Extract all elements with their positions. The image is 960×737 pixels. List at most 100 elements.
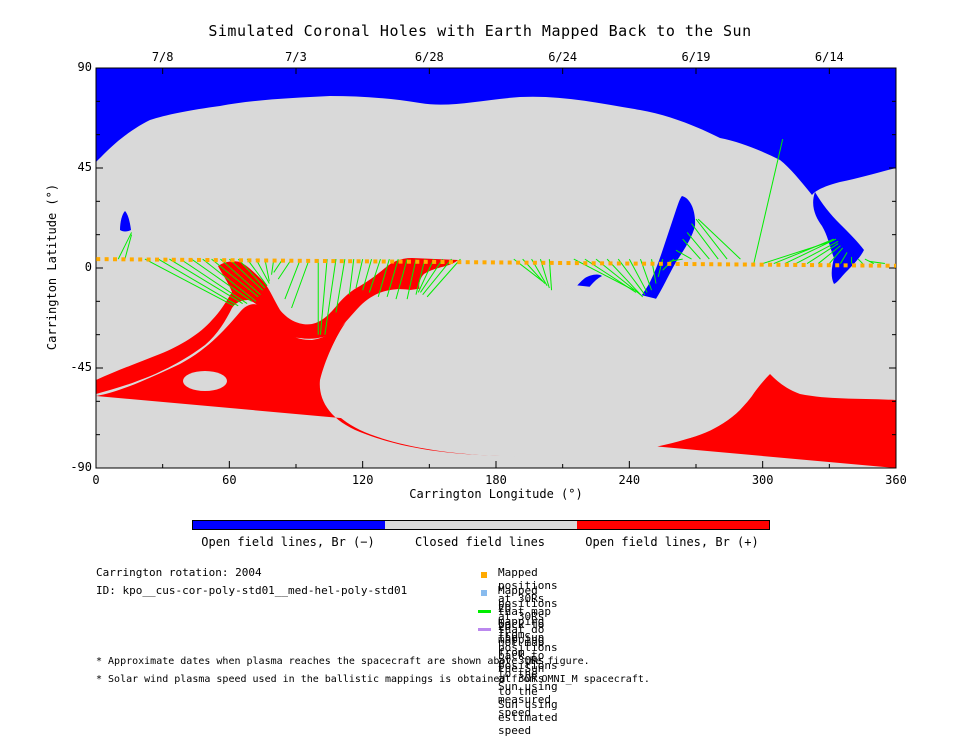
legend-item-measured: 2D mapping from positions at 30Rs to the… <box>478 602 558 719</box>
mapping-line <box>697 218 741 260</box>
mapping-line <box>319 259 328 335</box>
legend-label: 2D mapping from positions at 30Rs to the… <box>498 602 558 719</box>
mapped-point <box>675 261 680 266</box>
mapping-line <box>237 258 266 289</box>
equatorial-negative-coronal-hole <box>638 196 696 310</box>
mapped-point <box>230 258 235 263</box>
mapping-line <box>191 258 252 302</box>
x-tick-label: 0 <box>92 473 100 487</box>
mapping-line <box>348 259 355 295</box>
mapped-point <box>524 260 529 265</box>
mapping-line <box>415 258 426 295</box>
mapping-line <box>628 258 648 293</box>
mapping-line <box>606 258 644 298</box>
mapped-point <box>852 263 857 268</box>
note-dates: * Approximate dates when plasma reaches … <box>96 656 590 667</box>
mapping-line <box>773 238 834 265</box>
mapped-point <box>146 257 151 262</box>
mapped-point <box>818 263 823 268</box>
mapped-point <box>717 262 722 267</box>
mapping-line <box>675 249 692 260</box>
colorbar-positive <box>577 521 769 529</box>
mapped-point <box>171 257 176 262</box>
mapped-point <box>625 261 630 266</box>
mapped-point <box>121 257 126 262</box>
x-tick-label: 120 <box>351 473 374 487</box>
mapped-point <box>516 260 521 265</box>
mapped-point <box>96 257 101 262</box>
mapping-line <box>682 238 701 260</box>
mapped-points <box>96 257 896 268</box>
x-axis-label: Carrington Longitude (°) <box>409 487 583 501</box>
mapped-point <box>406 259 411 264</box>
x-tick-label: 60 <box>222 473 237 487</box>
top-date-label: 7/3 <box>285 50 307 64</box>
mapped-point <box>759 262 764 267</box>
mapping-line <box>144 258 235 307</box>
mapped-point <box>188 257 193 262</box>
mapped-point <box>835 263 840 268</box>
mapped-point <box>826 263 831 268</box>
mapping-line <box>362 258 373 291</box>
mapping-line <box>426 258 461 298</box>
south-positive-polar-cap <box>96 304 896 468</box>
mapped-point <box>381 259 386 264</box>
mapped-point <box>264 258 269 263</box>
mapping-line <box>417 258 435 293</box>
north-negative-coronal-hole <box>96 68 896 195</box>
mapped-point <box>289 258 294 263</box>
mapped-point <box>608 261 613 266</box>
mapped-point <box>255 258 260 263</box>
mapping-line <box>211 258 259 298</box>
mapped-point <box>583 261 588 266</box>
colorbar-label-negative: Open field lines, Br (−) <box>201 535 375 549</box>
mapped-point <box>474 260 479 265</box>
mapped-point <box>885 263 890 268</box>
mapped-point <box>734 262 739 267</box>
mapped-point <box>742 262 747 267</box>
mapped-point <box>507 260 512 265</box>
mapped-point <box>616 261 621 266</box>
closed-field-lobe <box>321 282 771 457</box>
y-axis-label: Carrington Latitude (°) <box>45 183 59 351</box>
mapped-point <box>398 259 403 264</box>
mapped-point <box>155 257 160 262</box>
mapping-line <box>277 258 292 280</box>
mapped-point <box>423 259 428 264</box>
mapped-point <box>297 258 302 263</box>
mapped-point <box>768 262 773 267</box>
mapping-line <box>817 245 841 264</box>
mapping-line <box>422 258 452 295</box>
legend-item-estimated: 2D mapping from positions at 30Rs to the… <box>478 620 558 737</box>
mapped-point <box>558 260 563 265</box>
mapped-point <box>642 261 647 266</box>
top-date-label: 6/28 <box>414 50 444 64</box>
mapped-point <box>843 263 848 268</box>
note-speed: * Solar wind plasma speed used in the ba… <box>96 674 650 685</box>
mapped-point <box>129 257 134 262</box>
mapping-line <box>220 258 261 296</box>
mapped-point <box>306 258 311 263</box>
carrington-rotation: Carrington rotation: 2004 <box>96 566 262 579</box>
mapped-point <box>490 260 495 265</box>
x-tick-label: 300 <box>751 473 774 487</box>
mapped-point <box>356 259 361 264</box>
closed-field-island <box>183 371 227 391</box>
legend-estimated-line <box>478 628 491 631</box>
axis-ticks <box>95 67 897 469</box>
mapped-point <box>364 259 369 264</box>
mapped-point <box>894 263 896 268</box>
mapped-point <box>633 261 638 266</box>
mapped-point <box>658 261 663 266</box>
mapped-point <box>180 257 185 262</box>
mapped-point <box>457 260 462 265</box>
mapping-line <box>406 259 417 300</box>
mapping-line <box>686 232 710 260</box>
mapped-point <box>877 263 882 268</box>
y-tick-label: -90 <box>70 460 92 474</box>
mapping-line <box>264 259 270 282</box>
mapping-line <box>420 258 444 293</box>
mapped-point <box>532 260 537 265</box>
colorbar-label-closed: Closed field lines <box>414 535 546 549</box>
x-tick-label: 180 <box>485 473 507 487</box>
